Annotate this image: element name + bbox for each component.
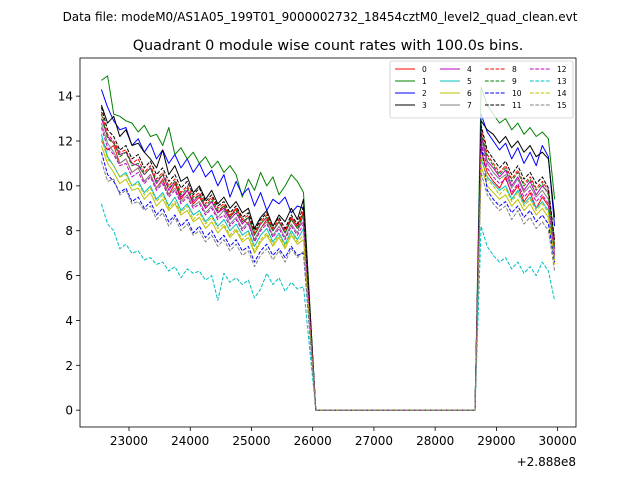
legend-label-2: 2 [422,89,427,98]
y-tick-label: 4 [65,314,73,328]
series-line-8 [100,111,556,411]
legend-label-15: 15 [557,101,567,110]
y-tick-label: 10 [58,179,73,193]
legend-label-4: 4 [467,65,472,74]
legend-label-0: 0 [422,65,427,74]
legend-label-8: 8 [512,65,517,74]
legend-frame [389,60,574,119]
legend-label-10: 10 [512,89,522,98]
y-tick-label: 2 [65,359,73,373]
legend-label-11: 11 [512,101,522,110]
legend-label-6: 6 [467,89,472,98]
x-tick-label: 30000 [539,434,577,448]
series-layer [100,75,556,411]
chart-title: Quadrant 0 module wise count rates with … [133,38,524,54]
series-line-3 [100,104,556,411]
series-line-10 [100,140,556,411]
series-line-1 [101,75,556,411]
legend-label-5: 5 [467,77,472,86]
y-tick-label: 8 [65,224,73,238]
y-axis: 0 2 4 6 8 10 12 14 [58,90,80,418]
plot-area [80,58,576,427]
y-tick-label: 14 [58,90,73,104]
plot-frame [79,57,577,428]
series-line-15 [100,161,556,411]
x-tick-label: 24000 [171,434,209,448]
series-line-5 [100,134,556,411]
x-tick-label: 27000 [355,434,393,448]
figure-suptitle: Data file: modeM0/AS1A05_199T01_90000027… [63,10,578,24]
legend-label-14: 14 [557,89,567,98]
y-tick-label: 0 [65,404,73,418]
series-line-11 [100,107,556,411]
legend-label-9: 9 [512,77,517,86]
y-tick-label: 12 [58,134,73,148]
legend-label-12: 12 [557,65,567,74]
series-line-12 [100,127,556,411]
y-tick-label: 6 [65,269,73,283]
series-line-6 [100,145,556,411]
x-tick-label: 28000 [416,434,454,448]
x-tick-label: 23000 [110,434,148,448]
x-offset-text: +2.888e8 [517,455,576,469]
series-line-13 [100,203,556,411]
legend-label-13: 13 [557,77,567,86]
legend-label-3: 3 [422,101,427,110]
series-line-2 [100,89,556,411]
series-line-7 [100,122,556,411]
x-tick-label: 26000 [294,434,332,448]
x-axis: 23000 24000 25000 26000 27000 28000 29000 30000 [110,427,577,448]
series-line-14 [100,138,556,411]
legend-label-7: 7 [467,101,472,110]
series-line-9 [100,113,556,411]
legend-label-1: 1 [422,77,427,86]
x-tick-label: 29000 [477,434,515,448]
x-tick-label: 25000 [232,434,270,448]
